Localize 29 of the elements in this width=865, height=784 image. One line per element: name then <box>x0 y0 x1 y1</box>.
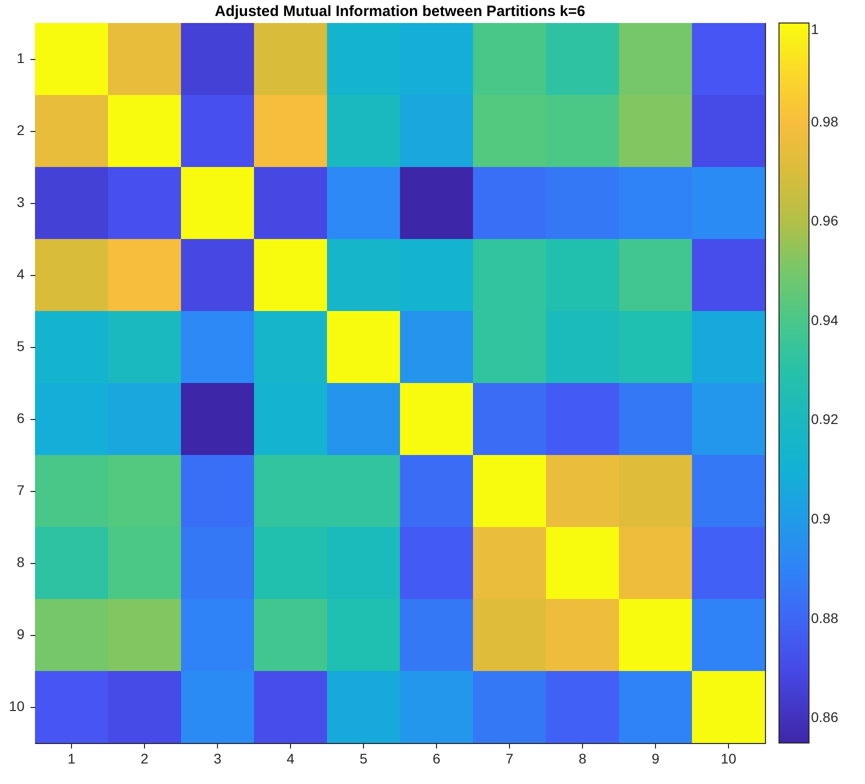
x-tick-label: 4 <box>286 750 295 766</box>
color-bar-label: 1 <box>811 21 819 37</box>
y-tick-label: 4 <box>16 266 25 282</box>
x-tick-label: 7 <box>506 750 514 766</box>
y-tick-label: 3 <box>16 194 25 210</box>
x-tick-label: 2 <box>140 750 149 766</box>
y-tick-label: 6 <box>16 410 25 426</box>
y-tick-label: 9 <box>16 626 25 642</box>
x-tick-label: 9 <box>652 750 660 766</box>
color-bar-label: 0.94 <box>811 312 838 328</box>
y-tick-label: 8 <box>16 554 25 570</box>
y-tick-label: 10 <box>8 698 25 714</box>
color-bar-label: 0.88 <box>811 610 838 626</box>
x-tick-label: 6 <box>432 750 441 766</box>
x-tick-label: 3 <box>214 750 222 766</box>
x-tick-label: 1 <box>68 750 76 766</box>
color-bar-label: 0.92 <box>811 411 838 428</box>
x-tick-label: 8 <box>578 750 587 766</box>
y-tick-label: 5 <box>16 338 25 354</box>
x-tick-label: 5 <box>360 750 368 766</box>
color-bar-label: 0.9 <box>811 510 831 527</box>
y-tick-label: 7 <box>16 482 25 498</box>
x-tick-label: 10 <box>720 750 736 766</box>
color-bar-label: 0.98 <box>811 113 838 130</box>
y-tick-label: 1 <box>16 50 25 66</box>
color-bar-label: 0.96 <box>811 212 838 229</box>
color-bar-label: 0.86 <box>811 709 838 726</box>
y-tick-label: 2 <box>16 122 25 138</box>
chart-title: Adjusted Mutual Information between Partitions k=6 <box>214 3 586 20</box>
